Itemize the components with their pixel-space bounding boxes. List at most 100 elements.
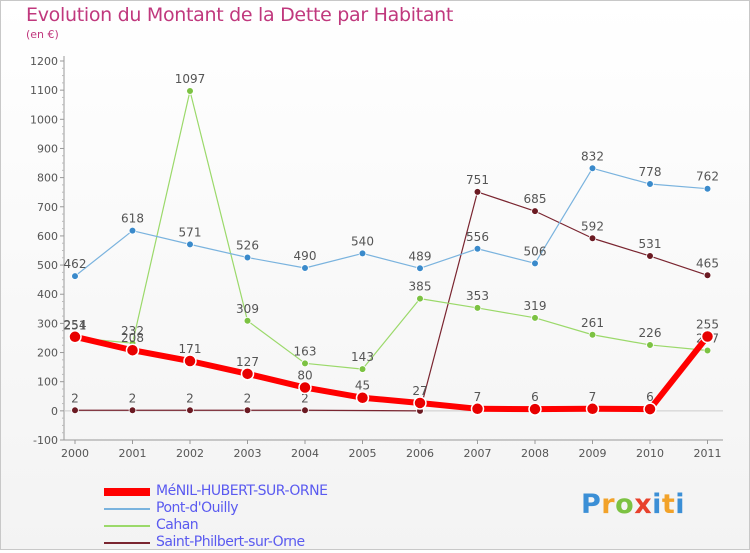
series-saint-philbert-sur-orne-point: [473, 188, 482, 196]
series-saint-philbert-sur-orne-data-label: 592: [581, 219, 604, 233]
series-cahan-data-label: 163: [294, 344, 317, 358]
series-saint-philbert-sur-orne-data-label: 685: [524, 192, 547, 206]
legend-label: Saint-Philbert-sur-Orne: [156, 534, 305, 550]
y-tick-label: 1200: [30, 55, 58, 68]
series-m-nil-hubert-sur-orne-data-label: 254: [64, 318, 87, 332]
series-pont-d-ouilly-point: [186, 240, 194, 249]
series-saint-philbert-sur-orne-point: [243, 406, 252, 415]
y-tick-label: 1000: [30, 113, 58, 126]
series-saint-philbert-sur-orne-point: [128, 406, 137, 415]
series-pont-d-ouilly-data-label: 832: [581, 149, 604, 163]
series-m-nil-hubert-sur-orne-data-label: 6: [646, 390, 654, 404]
series-m-nil-hubert-sur-orne-data-label: 6: [531, 390, 539, 404]
x-tick-label: 2000: [61, 447, 89, 460]
x-tick-label: 2007: [464, 447, 492, 460]
series-m-nil-hubert-sur-orne-data-label: 27: [412, 384, 427, 398]
series-cahan-data-label: 319: [524, 299, 547, 313]
series-cahan-line: [74, 90, 708, 370]
series-m-nil-hubert-sur-orne-point: [700, 329, 715, 344]
series-pont-d-ouilly-data-label: 540: [351, 234, 374, 248]
series-pont-d-ouilly-point: [416, 264, 424, 273]
series-m-nil-hubert-sur-orne-point: [125, 343, 140, 357]
series-pont-d-ouilly-data-label: 556: [466, 230, 489, 244]
y-tick-label: 0: [51, 405, 58, 418]
series-m-nil-hubert-sur-orne-data-label: 208: [121, 331, 144, 345]
series-pont-d-ouilly-point: [243, 253, 252, 262]
series-cahan-data-label: 232: [121, 324, 144, 338]
series-pont-d-ouilly-data-label: 506: [524, 244, 547, 258]
series-pont-d-ouilly-data-label: 490: [294, 249, 317, 263]
legend-swatch: [104, 525, 150, 527]
chart-subtitle: (en €): [26, 28, 59, 41]
legend-swatch: [104, 488, 150, 496]
x-tick-label: 2009: [579, 447, 607, 460]
series-m-nil-hubert-sur-orne-data-label: 255: [696, 318, 719, 332]
series-m-nil-hubert-sur-orne-data-label: 7: [474, 390, 482, 404]
series-pont-d-ouilly-data-label: 462: [64, 257, 87, 271]
series-cahan-point: [243, 316, 252, 325]
series-cahan-point: [531, 314, 539, 322]
series-cahan-point: [186, 87, 194, 95]
series-m-nil-hubert-sur-orne-data-label: 45: [355, 379, 370, 393]
series-m-nil-hubert-sur-orne-point: [413, 396, 427, 410]
series-pont-d-ouilly-point: [531, 259, 539, 268]
proxiti-logo: Proxiti: [581, 489, 686, 520]
series-cahan-data-label: 261: [581, 316, 604, 330]
series-saint-philbert-sur-orne-data-label: 2: [71, 391, 79, 405]
series-pont-d-ouilly-point: [703, 184, 712, 193]
series-saint-philbert-sur-orne-data-label: 2: [301, 391, 309, 405]
series-saint-philbert-sur-orne-point: [703, 271, 712, 280]
series-pont-d-ouilly-data-label: 778: [639, 165, 662, 179]
x-tick-label: 2011: [694, 447, 722, 460]
series-pont-d-ouilly-data-label: 762: [696, 170, 719, 184]
y-tick-label: 400: [37, 288, 58, 301]
series-cahan-data-label: 1097: [175, 72, 206, 86]
series-m-nil-hubert-sur-orne-point: [528, 402, 542, 416]
series-m-nil-hubert-sur-orne-point: [240, 367, 255, 381]
series-cahan-point: [301, 359, 309, 368]
legend-swatch: [104, 508, 150, 510]
series-m-nil-hubert-sur-orne-point: [183, 354, 197, 368]
series-cahan-data-label: 309: [236, 302, 259, 316]
series-saint-philbert-sur-orne-point: [646, 252, 654, 260]
y-tick-label: 900: [37, 142, 58, 155]
series-pont-d-ouilly-data-label: 571: [179, 225, 202, 239]
series-m-nil-hubert-sur-orne-point: [470, 402, 485, 416]
legend-label: MéNIL-HUBERT-SUR-ORNE: [156, 483, 328, 499]
legend-label: Pont-d'Ouilly: [156, 500, 239, 516]
series-cahan-point: [646, 341, 654, 349]
series-saint-philbert-sur-orne-point: [186, 406, 194, 415]
x-tick-label: 2001: [119, 447, 147, 460]
y-tick-label: 200: [37, 347, 58, 360]
x-tick-label: 2004: [291, 447, 319, 460]
series-pont-d-ouilly-point: [358, 249, 367, 258]
x-tick-label: 2002: [176, 447, 204, 460]
series-saint-philbert-sur-orne-point: [301, 406, 309, 415]
series-cahan-point: [358, 365, 367, 373]
series-m-nil-hubert-sur-orne-line: [74, 333, 710, 413]
series-cahan-data-label: 143: [351, 350, 374, 364]
series-m-nil-hubert-sur-orne-point: [68, 330, 82, 344]
series-m-nil-hubert-sur-orne-data-label: 127: [236, 355, 259, 369]
legend-swatch: [104, 542, 150, 544]
series-m-nil-hubert-sur-orne-data-label: 7: [589, 390, 597, 404]
x-tick-label: 2008: [521, 447, 549, 460]
series-m-nil-hubert-sur-orne-point: [298, 380, 312, 395]
chart-title: Evolution du Montant de la Dette par Hab…: [26, 4, 454, 26]
series-pont-d-ouilly-point: [301, 264, 309, 272]
x-tick-label: 2003: [234, 447, 262, 460]
x-tick-label: 2005: [349, 447, 377, 460]
legend-label: Cahan: [156, 517, 199, 533]
y-tick-label: 800: [37, 172, 58, 185]
series-m-nil-hubert-sur-orne-point: [585, 402, 600, 416]
series-cahan-data-label: 251: [64, 319, 87, 333]
series-saint-philbert-sur-orne-point: [588, 234, 597, 243]
series-saint-philbert-sur-orne-data-label: 531: [639, 237, 662, 251]
series-cahan-data-label: 385: [409, 280, 432, 294]
series-saint-philbert-sur-orne-point: [531, 207, 539, 215]
series-cahan-data-label: 226: [639, 326, 662, 340]
series-cahan-point: [588, 330, 597, 339]
y-tick-label: 600: [37, 230, 58, 243]
